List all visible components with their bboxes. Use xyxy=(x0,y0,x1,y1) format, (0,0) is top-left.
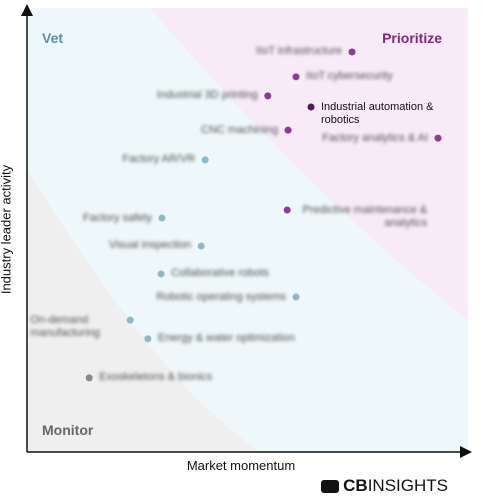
logo-bold: CB xyxy=(343,476,368,495)
point xyxy=(264,92,272,100)
point xyxy=(292,73,300,81)
point xyxy=(434,134,442,142)
point xyxy=(85,374,93,382)
point-label: Energy & water optimization xyxy=(157,332,295,345)
x-axis-title: Market momentum xyxy=(186,458,296,473)
point xyxy=(307,103,315,111)
point-label: Factory analytics & AI xyxy=(322,131,428,144)
quadrant-label: Prioritize xyxy=(382,30,442,46)
point-label: Exoskeletons & bionics xyxy=(99,371,213,384)
point xyxy=(158,214,166,222)
prioritize-region xyxy=(150,8,468,320)
point-label: Factory AR/VR xyxy=(122,153,196,166)
quadrant-label: Monitor xyxy=(42,422,94,438)
monitor-region xyxy=(27,170,260,452)
point-label: Predictive maintenance & analytics xyxy=(302,204,428,230)
point-label: IIoT cybersecurity xyxy=(306,70,393,83)
point xyxy=(126,316,134,324)
point xyxy=(157,270,165,278)
point xyxy=(283,206,291,214)
point-label: Industrial 3D printing xyxy=(156,89,258,102)
logo-light: INSIGHTS xyxy=(367,476,448,495)
point xyxy=(348,48,356,56)
point xyxy=(197,242,205,250)
point-label: Collaborative robots xyxy=(171,267,269,280)
point-label: CNC machining xyxy=(201,123,279,136)
point-label: Visual inspection xyxy=(108,239,192,252)
point-label: Robotic operating systems xyxy=(156,290,286,303)
point-label: Industrial automation & robotics xyxy=(321,101,434,126)
point-label: On-demand manufacturing xyxy=(30,314,100,340)
logo: CB INSIGHTS xyxy=(321,476,448,496)
point xyxy=(292,293,300,301)
point-label: IIoT infrastructure xyxy=(256,45,343,58)
point-label: Factory safety xyxy=(82,211,152,224)
point xyxy=(284,126,292,134)
quadrant-label: Vet xyxy=(42,30,64,46)
point xyxy=(144,335,152,343)
point xyxy=(201,156,209,164)
logo-icon xyxy=(321,479,340,493)
y-axis-title: Industry leader activity xyxy=(0,164,14,295)
